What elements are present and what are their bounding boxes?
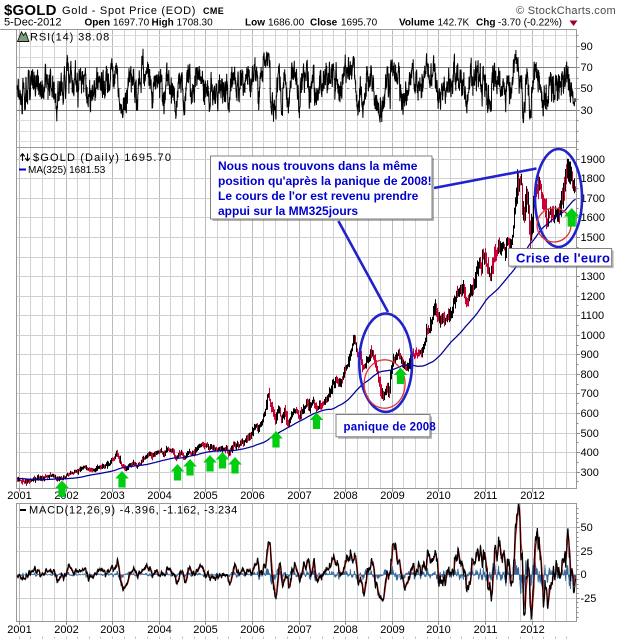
svg-text:-25: -25	[581, 593, 597, 605]
svg-text:70: 70	[581, 62, 593, 74]
svg-text:1600: 1600	[581, 212, 605, 224]
svg-text:Gold - Spot Price (EOD): Gold - Spot Price (EOD)	[62, 5, 196, 17]
svg-text:1900: 1900	[581, 154, 605, 166]
svg-text:2008: 2008	[333, 624, 357, 636]
svg-text:30: 30	[581, 105, 593, 117]
svg-text:2010: 2010	[426, 624, 450, 636]
svg-text:2009: 2009	[380, 624, 404, 636]
svg-text:800: 800	[581, 369, 599, 381]
svg-text:0: 0	[581, 569, 587, 581]
svg-text:2004: 2004	[147, 490, 171, 502]
svg-text:2001: 2001	[7, 624, 31, 636]
svg-text:CME: CME	[203, 6, 224, 16]
svg-text:1200: 1200	[581, 291, 605, 303]
svg-text:1700: 1700	[581, 193, 605, 205]
svg-text:2005: 2005	[193, 624, 217, 636]
svg-text:2003: 2003	[100, 490, 124, 502]
svg-text:1100: 1100	[581, 310, 605, 322]
svg-text:50: 50	[581, 522, 593, 534]
svg-text:1500: 1500	[581, 232, 605, 244]
svg-text:2001: 2001	[7, 490, 31, 502]
svg-text:2012: 2012	[520, 624, 544, 636]
svg-text:1000: 1000	[581, 330, 605, 342]
svg-text:2008: 2008	[333, 490, 357, 502]
svg-text:900: 900	[581, 349, 599, 361]
svg-text:2007: 2007	[287, 490, 311, 502]
svg-text:2004: 2004	[147, 624, 171, 636]
svg-text:RSI(14) 38.08: RSI(14) 38.08	[30, 32, 110, 44]
svg-text:$GOLD: $GOLD	[4, 2, 57, 19]
svg-text:2006: 2006	[240, 624, 264, 636]
svg-text:-3.234: -3.234	[204, 505, 238, 517]
svg-text:Crise de l'euro: Crise de l'euro	[516, 251, 610, 266]
svg-text:1800: 1800	[581, 173, 605, 185]
svg-text:2002: 2002	[54, 490, 78, 502]
svg-text:50: 50	[581, 83, 593, 95]
svg-text:700: 700	[581, 388, 599, 400]
svg-text:-1.162,: -1.162,	[163, 505, 200, 517]
svg-text:600: 600	[581, 408, 599, 420]
svg-text:2010: 2010	[426, 490, 450, 502]
svg-text:2011: 2011	[474, 624, 498, 636]
svg-text:2012: 2012	[520, 490, 544, 502]
svg-text:position qu'après la panique d: position qu'après la panique de 2008!	[218, 174, 432, 188]
svg-text:panique de 2008: panique de 2008	[344, 422, 437, 434]
svg-text:© StockCharts.com: © StockCharts.com	[516, 5, 616, 17]
svg-text:appui sur la MM325jours: appui sur la MM325jours	[218, 204, 358, 218]
svg-text:Nous nous trouvons dans la mêm: Nous nous trouvons dans la même	[218, 159, 418, 173]
svg-text:300: 300	[581, 467, 599, 479]
svg-text:5-Dec-2012: 5-Dec-2012	[4, 17, 61, 29]
svg-text:2007: 2007	[287, 624, 311, 636]
svg-text:2009: 2009	[380, 490, 404, 502]
svg-text:2003: 2003	[100, 624, 124, 636]
svg-text:500: 500	[581, 428, 599, 440]
svg-text:MA(325) 1681.53: MA(325) 1681.53	[28, 165, 106, 176]
svg-text:90: 90	[581, 41, 593, 53]
svg-text:2005: 2005	[193, 490, 217, 502]
svg-text:2002: 2002	[54, 624, 78, 636]
svg-text:Le cours de l'or est revenu pr: Le cours de l'or est revenu prendre	[218, 189, 419, 203]
svg-text:$GOLD (Daily) 1695.70: $GOLD (Daily) 1695.70	[33, 152, 172, 164]
svg-text:2006: 2006	[240, 490, 264, 502]
svg-text:2011: 2011	[474, 490, 498, 502]
svg-text:1300: 1300	[581, 271, 605, 283]
svg-text:400: 400	[581, 447, 599, 459]
svg-text:MACD(12,26,9) -4.396,: MACD(12,26,9) -4.396,	[29, 505, 160, 517]
svg-text:25: 25	[581, 546, 593, 558]
